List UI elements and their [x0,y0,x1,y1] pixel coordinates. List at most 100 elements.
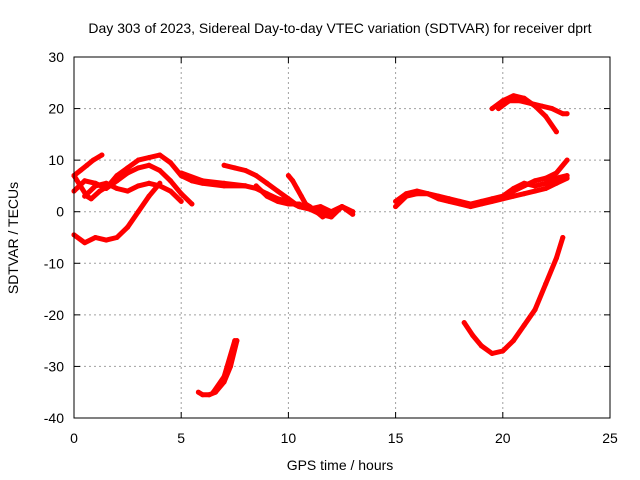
data-point [500,348,506,354]
data-point [253,183,259,189]
data-point [339,204,345,210]
data-point [393,204,399,210]
data-point [125,224,131,230]
data-point [206,392,212,398]
data-point [517,98,523,104]
y-tick-label: -20 [44,307,64,323]
data-point [221,379,227,385]
data-point [457,198,463,204]
data-point [135,157,141,163]
data-point [489,196,495,202]
data-point [543,113,549,119]
data-point [543,186,549,191]
data-point [90,157,96,163]
data-point [135,165,141,171]
data-point [478,198,484,204]
x-axis-label: GPS time / hours [287,457,394,473]
data-point [178,198,184,204]
data-point [553,175,559,181]
data-point [178,191,184,197]
data-point [532,183,538,189]
data-point [157,183,163,189]
data-point [511,193,516,199]
data-point [425,191,431,197]
data-point [511,93,516,99]
data-point [243,183,248,189]
data-point [543,175,549,181]
data-point [99,152,105,158]
data-point [221,180,227,186]
data-point [521,322,527,328]
data-point [553,129,559,135]
data-point [228,363,233,369]
data-point [496,106,501,112]
data-point [538,103,544,109]
data-point [168,160,173,166]
data-point [243,168,248,173]
data-point [125,165,131,171]
data-point [521,183,527,189]
data-point [82,240,88,246]
data-point [195,389,201,395]
x-tick-label: 5 [177,430,185,446]
data-point [125,188,131,194]
data-point [157,168,163,173]
data-point [532,307,538,313]
data-point [168,178,173,184]
data-point [296,201,302,207]
data-series [71,93,570,398]
data-point [213,389,218,395]
data-point [461,320,467,326]
data-point [511,188,516,194]
data-point [103,180,109,186]
data-point [125,170,131,176]
data-point [290,178,296,184]
data-point [436,193,441,199]
data-point [553,180,559,186]
data-point [543,180,549,186]
data-point [511,338,516,344]
data-point [328,214,334,220]
data-point [77,168,83,173]
data-point [532,178,538,184]
data-point [307,204,313,210]
x-tick-label: 15 [388,430,404,446]
data-point [478,343,484,349]
data-point [232,165,238,171]
grid-lines [74,57,610,418]
data-point [200,392,206,398]
data-point [253,173,259,179]
data-point [114,186,120,191]
series-arc-5 [82,180,184,204]
data-point [560,235,566,240]
data-point [88,196,94,202]
data-point [446,196,452,202]
data-point [234,338,240,344]
data-point [294,186,300,191]
data-point [114,235,120,240]
data-point [318,204,324,210]
data-point [564,173,570,179]
y-tick-label: 30 [48,49,64,65]
data-point [468,201,474,207]
y-tick-label: 20 [48,101,64,117]
data-point [350,209,356,215]
data-point [275,198,281,204]
data-point [84,162,90,168]
y-tick-label: 10 [48,152,64,168]
data-point [92,235,98,240]
chart-title: Day 303 of 2023, Sidereal Day-to-day VTE… [88,20,591,36]
data-point [303,201,309,207]
data-point [114,178,120,184]
data-point [470,333,476,338]
data-point [553,170,559,176]
data-point [298,193,304,199]
data-point [135,183,141,189]
data-point [543,281,549,287]
x-tick-label: 20 [495,430,511,446]
x-tick-label: 25 [602,430,618,446]
data-point [146,180,152,186]
data-point [403,191,409,197]
data-point [393,198,399,204]
